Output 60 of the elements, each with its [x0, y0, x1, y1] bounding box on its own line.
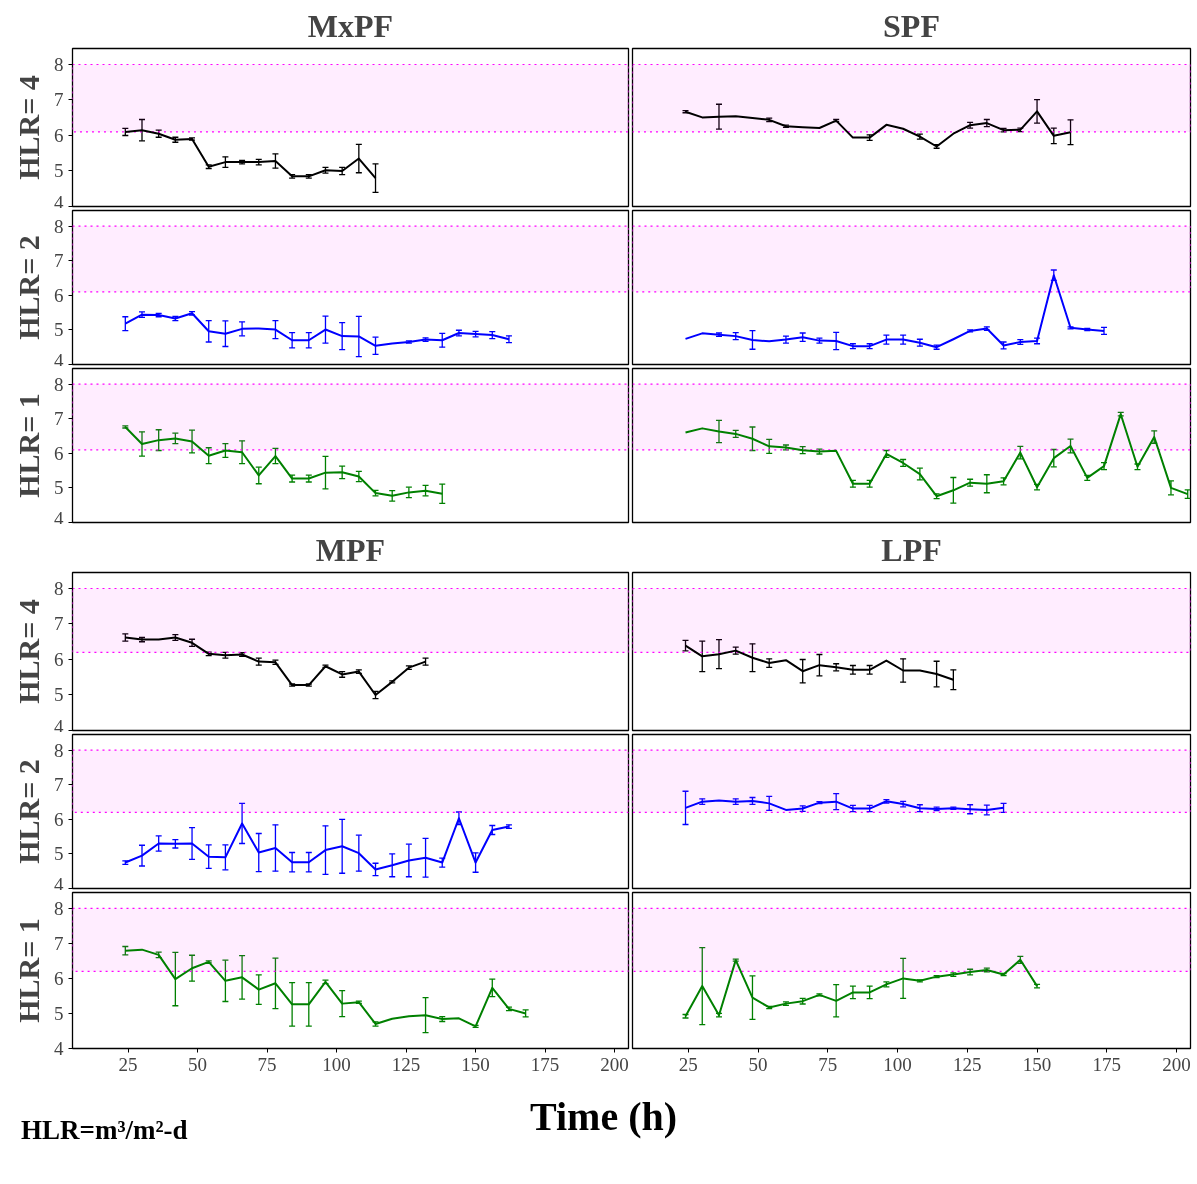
- line-series: [124, 636, 427, 696]
- y-tick-label: 4: [54, 507, 64, 529]
- y-tick-label: 7: [54, 932, 64, 954]
- y-tick-label: 6: [54, 124, 64, 146]
- y-tick-label: 8: [54, 215, 64, 237]
- y-axis-title: HLR= 4: [12, 75, 45, 180]
- x-tick-label: 75: [257, 1053, 277, 1075]
- x-tick-label: 175: [530, 1053, 560, 1075]
- y-tick-label: 8: [54, 577, 64, 599]
- y-tick-label: 4: [54, 1038, 64, 1059]
- y-axis-title: HLR= 2: [12, 759, 45, 864]
- y-tick-label: 6: [54, 284, 64, 306]
- x-tick-label: 25: [118, 1053, 138, 1075]
- y-tick-label: 6: [54, 808, 64, 830]
- x-tick-label: 100: [322, 1053, 351, 1075]
- x-tick-label: 50: [748, 1053, 768, 1075]
- y-tick-label: 5: [54, 1002, 64, 1024]
- chart-title: SPF: [883, 7, 940, 44]
- y-tick-label: 4: [54, 349, 64, 371]
- y-tick-label: 6: [54, 442, 64, 464]
- x-tick-label: 150: [1022, 1053, 1052, 1075]
- y-tick-label: 7: [54, 408, 64, 430]
- chart-title: LPF: [881, 531, 942, 568]
- y-tick-label: 7: [54, 89, 64, 111]
- x-tick-label: 150: [461, 1053, 490, 1075]
- x-tick-label: 75: [818, 1053, 838, 1075]
- x-axis-title: Time (h): [529, 1094, 678, 1139]
- x-tick-label: 200: [600, 1053, 629, 1075]
- y-tick-label: 8: [54, 373, 64, 395]
- y-tick-label: 6: [54, 967, 64, 989]
- y-tick-label: 8: [54, 897, 64, 919]
- text: HLR=m³/m²-d: [21, 1115, 188, 1146]
- chart-title: MPF: [315, 531, 386, 568]
- y-tick-label: 4: [54, 191, 64, 213]
- y-tick-label: 7: [54, 774, 64, 796]
- x-tick-label: 100: [883, 1053, 912, 1075]
- y-tick-label: 5: [54, 843, 64, 865]
- x-tick-label: 175: [1092, 1053, 1122, 1075]
- y-axis-title: HLR= 1: [12, 393, 45, 498]
- y-axis-title: HLR= 2: [12, 235, 45, 340]
- y-tick-label: 5: [54, 319, 64, 341]
- x-tick-label: 50: [188, 1053, 208, 1075]
- x-tick-label: 125: [391, 1053, 421, 1075]
- y-axis-title: HLR= 1: [12, 918, 45, 1023]
- x-tick-label: 200: [1162, 1053, 1191, 1075]
- line-series: [124, 948, 527, 1028]
- y-tick-label: 7: [54, 250, 64, 272]
- y-tick-label: 8: [54, 739, 64, 761]
- x-tick-label: 125: [953, 1053, 982, 1075]
- y-tick-label: 7: [54, 613, 64, 635]
- y-tick-label: 4: [54, 873, 64, 895]
- x-tick-label: 25: [678, 1053, 698, 1075]
- y-tick-label: 8: [54, 53, 64, 75]
- y-tick-label: 4: [54, 715, 64, 737]
- y-axis-title: HLR= 4: [12, 599, 45, 704]
- chart-title: MxPF: [307, 7, 394, 44]
- y-tick-label: 5: [54, 684, 64, 706]
- y-tick-label: 6: [54, 648, 64, 670]
- y-tick-label: 5: [54, 160, 64, 182]
- y-tick-label: 5: [54, 477, 64, 499]
